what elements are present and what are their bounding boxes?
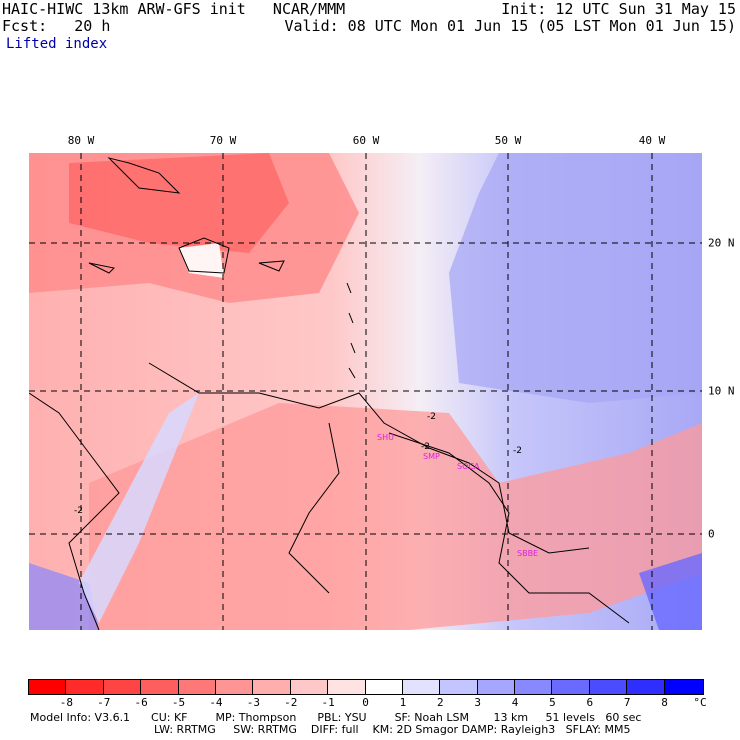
colorbar-unit: °C [693,696,707,709]
andes-stable-strip [79,393,199,623]
colorbar-cell [214,679,255,695]
lesser-antilles [346,282,356,379]
stable-zone-pacific [29,563,99,630]
colorbar-tick-label: 3 [474,696,481,709]
lon-label-80w: 80 W [67,134,95,147]
jamaica-coast [88,262,116,274]
contour-label: -2 [513,446,522,456]
colorbar-cell [476,679,517,695]
colorbar-cell [626,679,667,695]
colorbar-tick-label: -7 [97,696,111,709]
colorbar-tick-label: 6 [586,696,594,709]
lat-label-20n: 20 N [708,236,735,250]
colorbar-cell [401,679,442,695]
contour-label: -2 [74,506,83,516]
colorbar-cell [439,679,480,695]
colorbar-tick-label: 2 [436,696,444,709]
site-label-smp: SMP [423,452,440,461]
colorbar-cell [514,679,555,695]
colorbar-tick-label: -5 [171,696,186,709]
lat-label-10n: 10 N [708,384,735,398]
model-info-line2: LW: RRTMG SW: RRTMG DIFF: full KM: 2D Sm… [154,723,631,736]
stable-zone-atlantic [449,153,702,403]
lat-label-equator: 0 [708,527,715,541]
warm-core-north [69,153,289,253]
colorbar-cell [28,679,68,695]
model-title: HAIC-HIWC 13km ARW-GFS init NCAR/MMM [2,0,346,18]
site-label-shu: SHU [377,433,394,442]
interior-border [388,432,630,624]
hispaniola-stable [179,243,224,278]
contour-label: -2 [421,442,430,452]
field-name: Lifted index [6,36,108,52]
colorbar-cell [364,679,405,695]
colorbar-cell [588,679,629,695]
colorbar-cell [252,679,293,695]
colorbar-cell [140,679,181,695]
hispaniola-coast [178,237,230,274]
map-canvas: -2 -2 -2 -2 SHU SMP SOCA SBBE [29,153,702,630]
colorbar-cell [289,679,330,695]
colorbar-cell [551,679,592,695]
colorbar-tick-label: -2 [284,696,298,709]
lifted-index-map: -2 -2 -2 -2 SHU SMP SOCA SBBE [29,153,702,630]
cuba-coast [107,157,181,194]
country-border [288,422,340,594]
lon-label-60w: 60 W [352,134,380,147]
colorbar-tick-label: 1 [399,696,407,709]
site-label-sbbe: SBBE [517,549,538,558]
colorbar-tick-label: -3 [246,696,260,709]
lon-label-40w: 40 W [638,134,666,147]
colorbar-tick-label: 7 [623,696,631,709]
pacific-coast [29,392,120,630]
colorbar-tick-label: -4 [209,696,223,709]
colorbar-tick-label: 5 [549,696,556,709]
caribbean-atlantic-coast [148,362,590,554]
colorbar-cell [102,679,143,695]
colorbar-tick-label: -1 [321,696,335,709]
contour-label: -2 [427,412,436,422]
init-time: Init: 12 UTC Sun 31 May 15 [501,0,736,18]
colorbar-cell [663,679,704,695]
colorbar-tick-label: 8 [661,696,668,709]
graticule [29,153,702,630]
lon-label-50w: 50 W [494,134,522,147]
colorbar-cell [65,679,106,695]
colorbar-tick-label: 4 [511,696,519,709]
colorbar-cell [177,679,218,695]
puerto-rico-coast [258,260,285,272]
colorbar-tick-label: -8 [59,696,73,709]
valid-time: Valid: 08 UTC Mon 01 Jun 15 (05 LST Mon … [284,17,736,35]
lon-label-70w: 70 W [209,134,237,147]
site-label-soca: SOCA [457,462,480,471]
colorbar-tick-label: 0 [362,696,369,709]
colorbar-cell [327,679,368,695]
colorbar-tick-label: -6 [134,696,148,709]
forecast-hour: Fcst: 20 h [2,17,111,35]
stable-zone-southeast [639,553,702,630]
coastlines [29,157,630,630]
warm-band-south [89,403,702,630]
model-info-line1: Model Info: V3.6.1 CU: KF MP: Thompson P… [30,711,642,724]
